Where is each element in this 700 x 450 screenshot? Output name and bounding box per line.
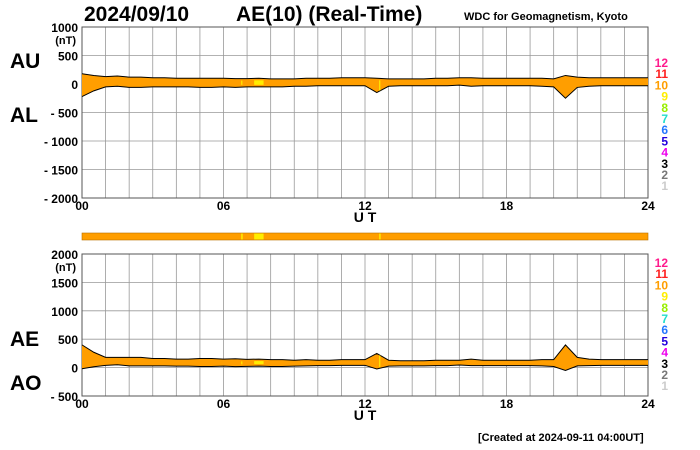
station-count-bar	[81, 232, 649, 241]
x-tick-label: 18	[500, 199, 514, 213]
station-count-legend-item: 11	[655, 267, 668, 281]
x-tick-label: 12	[358, 397, 372, 411]
station-count-legend-item: 10	[655, 278, 669, 292]
x-tick-label: 06	[217, 397, 231, 411]
index-area-fill	[82, 73, 648, 99]
y-tick-label: - 1000	[44, 135, 78, 149]
station-count-highlight	[241, 361, 243, 365]
ao-line	[81, 364, 648, 371]
y-tick-label: - 500	[51, 390, 79, 404]
station-count-legend-item: 9	[661, 290, 668, 304]
x-tick-label: 12	[358, 199, 372, 213]
station-count-legend-item: 12	[655, 256, 669, 270]
station-count-bar-segment	[379, 233, 381, 240]
y-tick-label: - 500	[51, 107, 79, 121]
ae-label: AE	[10, 328, 40, 351]
y-tick-label: 1500	[51, 276, 78, 290]
station-count-highlight	[241, 80, 243, 85]
x-tick-label: 06	[217, 199, 231, 213]
au-label: AU	[10, 50, 41, 73]
station-count-legend-item: 9	[661, 90, 668, 104]
x-axis-label: U T	[354, 209, 377, 225]
date-label: 2024/09/10	[84, 3, 190, 26]
y-tick-label: 0	[71, 78, 78, 92]
au-line	[81, 73, 648, 80]
x-axis-label: U T	[354, 407, 377, 423]
station-count-bar-segment	[241, 233, 243, 240]
station-count-legend-item: 12	[655, 56, 669, 70]
plot-frame	[81, 26, 649, 199]
y-tick-label: 1000	[51, 21, 78, 35]
station-count-legend-item: 3	[661, 357, 668, 371]
station-count-legend-item: 10	[655, 78, 669, 92]
station-count-highlight	[379, 355, 381, 368]
x-tick-label: 00	[75, 199, 89, 213]
x-tick-label: 00	[75, 397, 89, 411]
station-count-legend-item: 2	[661, 368, 668, 382]
al-label: AL	[10, 104, 38, 127]
station-count-legend-item: 3	[661, 157, 668, 171]
station-count-highlight	[254, 361, 264, 365]
ae-line	[81, 344, 648, 362]
station-count-legend-item: 1	[661, 379, 668, 393]
station-count-legend-item: 6	[661, 123, 668, 137]
station-count-legend-item: 4	[661, 146, 668, 160]
station-count-legend-item: 8	[661, 101, 668, 115]
al-line	[81, 84, 648, 99]
station-count-legend-item: 6	[661, 323, 668, 337]
y-tick-label: - 1500	[44, 164, 78, 178]
station-count-bar-segment	[254, 233, 264, 240]
y-unit-label: (nT)	[55, 262, 76, 274]
y-tick-label: 500	[58, 333, 78, 347]
y-unit-label: (nT)	[55, 35, 76, 47]
x-tick-label: 24	[641, 199, 655, 213]
station-count-legend-item: 7	[661, 312, 668, 326]
station-count-legend-item: 5	[661, 334, 668, 348]
y-tick-label: 1000	[51, 305, 78, 319]
station-count-legend-item: 7	[661, 112, 668, 126]
index-area-fill	[82, 344, 648, 371]
station-count-legend-item: 8	[661, 301, 668, 315]
y-tick-label: 500	[58, 50, 78, 64]
x-tick-label: 18	[500, 397, 514, 411]
created-timestamp: [Created at 2024-09-11 04:00UT]	[478, 432, 644, 444]
station-count-legend-item: 1	[661, 179, 668, 193]
station-count-highlight	[379, 80, 381, 91]
x-tick-label: 24	[641, 397, 655, 411]
ao-label: AO	[10, 372, 42, 395]
plot-frame	[81, 253, 649, 397]
y-tick-label: 0	[71, 362, 78, 376]
y-tick-label: 2000	[51, 248, 78, 262]
station-count-legend-item: 2	[661, 168, 668, 182]
chart-title: AE(10) (Real-Time)	[236, 3, 423, 26]
station-count-legend-item: 4	[661, 346, 668, 360]
station-count-legend-item: 5	[661, 134, 668, 148]
station-count-highlight	[254, 80, 264, 85]
station-count-legend-item: 11	[655, 67, 668, 81]
organization-label: WDC for Geomagnetism, Kyoto	[464, 11, 628, 23]
y-tick-label: - 2000	[44, 192, 78, 206]
